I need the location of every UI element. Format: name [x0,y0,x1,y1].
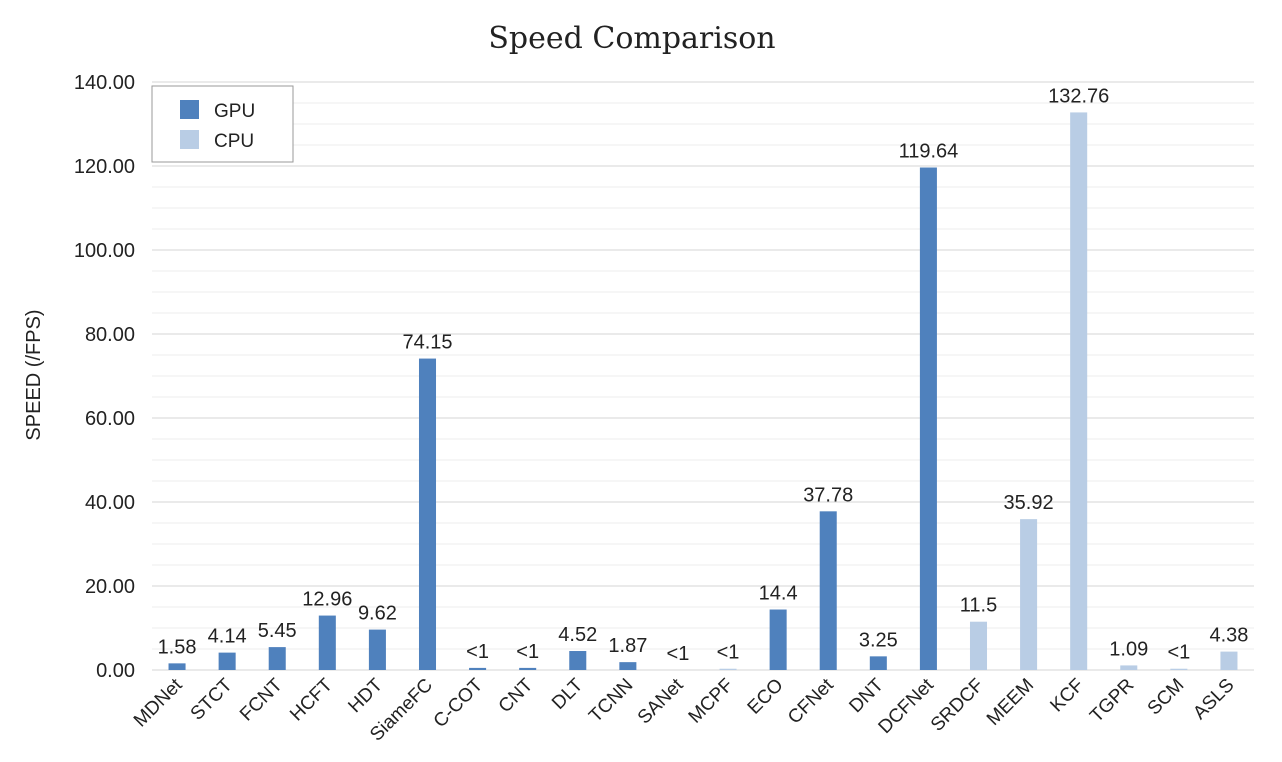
x-tick-label: MEEM [983,675,1038,730]
y-tick-label: 140.00 [74,72,135,94]
bar-gpu [919,167,937,670]
chart-title: Speed Comparison [488,21,775,56]
x-tick-label: STCT [187,674,237,724]
x-tick-label: CNT [495,674,538,717]
x-tick-label: ASLS [1189,675,1238,724]
bar-gpu [869,656,887,670]
legend-label-gpu: GPU [214,101,255,122]
y-tick-label: 80.00 [85,324,135,346]
bar-gpu [819,511,837,670]
bar-gpu [268,647,286,670]
bar-cpu [1070,112,1088,670]
y-tick-label: 20.00 [85,576,135,598]
bar-gpu [218,652,236,670]
bar-gpu [418,358,437,670]
bar-gpu [619,662,637,670]
legend-box [151,85,294,163]
bar-cpu [1220,651,1238,670]
data-label: 1.09 [1109,638,1148,660]
legend-label-cpu: CPU [214,131,254,152]
bar-gpu [569,651,587,670]
bar-gpu [368,629,386,670]
bar-cpu [1170,668,1188,670]
gridlines [152,81,1254,671]
y-tick-label: 60.00 [85,408,135,430]
data-label: 35.92 [1004,492,1054,514]
data-label: 37.78 [803,484,853,506]
y-tick-label: 100.00 [74,240,135,262]
data-label: 4.52 [558,624,597,646]
x-tick-label: DNT [845,674,888,717]
data-label: 1.87 [608,635,647,657]
bar-cpu [1020,519,1038,670]
x-tick-label: SRDCF [927,675,988,736]
bar-cpu [1120,665,1138,670]
data-label: 14.4 [759,583,798,605]
data-label: 9.62 [358,603,397,625]
data-label: 74.15 [402,332,452,354]
data-label: 119.64 [899,141,959,163]
bar-gpu [318,615,336,670]
x-tick-label: HCFT [286,674,337,725]
data-label: 3.25 [859,629,898,651]
data-label: 1.58 [158,636,197,658]
x-tick-label: SANet [634,674,688,728]
x-tick-label: DLT [548,674,588,714]
bar-cpu [969,621,988,670]
x-tick-label: CFNet [784,674,838,728]
bar-cpu [719,668,737,670]
x-tick-label: MDNet [130,674,187,731]
x-tick-label: MCPF [685,675,738,728]
data-label: 11.5 [960,595,997,617]
bar-gpu [769,609,787,670]
x-tick-label: SCM [1144,675,1189,720]
y-tick-label: 40.00 [85,492,135,514]
legend-swatch-gpu [180,100,199,119]
x-tick-label: FCNT [236,674,287,725]
y-axis-label-group: SPEED (/FPS) [23,309,45,440]
x-tick-label: HDT [344,674,387,717]
data-label: 5.45 [258,620,297,642]
y-axis-ticks: 0.00 20.00 40.00 60.00 80.00 100.00 120.00 140.… [74,72,135,682]
bar-gpu [168,663,186,670]
data-label: 4.38 [1209,625,1248,647]
data-label: <1 [1167,642,1190,664]
y-tick-label: 0.00 [96,660,135,682]
x-tick-label: TCNN [585,675,637,727]
x-tick-label: KCF [1046,675,1088,717]
data-label: 12.96 [302,589,352,611]
data-label: 4.14 [208,626,247,648]
data-label: 132.76 [1048,85,1109,107]
bars [168,112,1238,670]
y-tick-label: 120.00 [74,156,135,178]
x-tick-label: ECO [744,675,788,719]
data-label: <1 [516,641,539,663]
bar-gpu [519,667,537,670]
data-label: <1 [466,641,489,663]
data-label: <1 [717,642,740,664]
bar-gpu [469,667,487,670]
data-label: <1 [667,643,690,665]
x-tick-label: DCFNet [875,674,939,738]
legend: GPU CPU [151,85,294,163]
x-tick-label: C-COT [430,674,488,732]
legend-swatch-cpu [180,130,199,149]
x-tick-label: TGPR [1086,675,1138,727]
y-axis-label: SPEED (/FPS) [23,309,45,440]
